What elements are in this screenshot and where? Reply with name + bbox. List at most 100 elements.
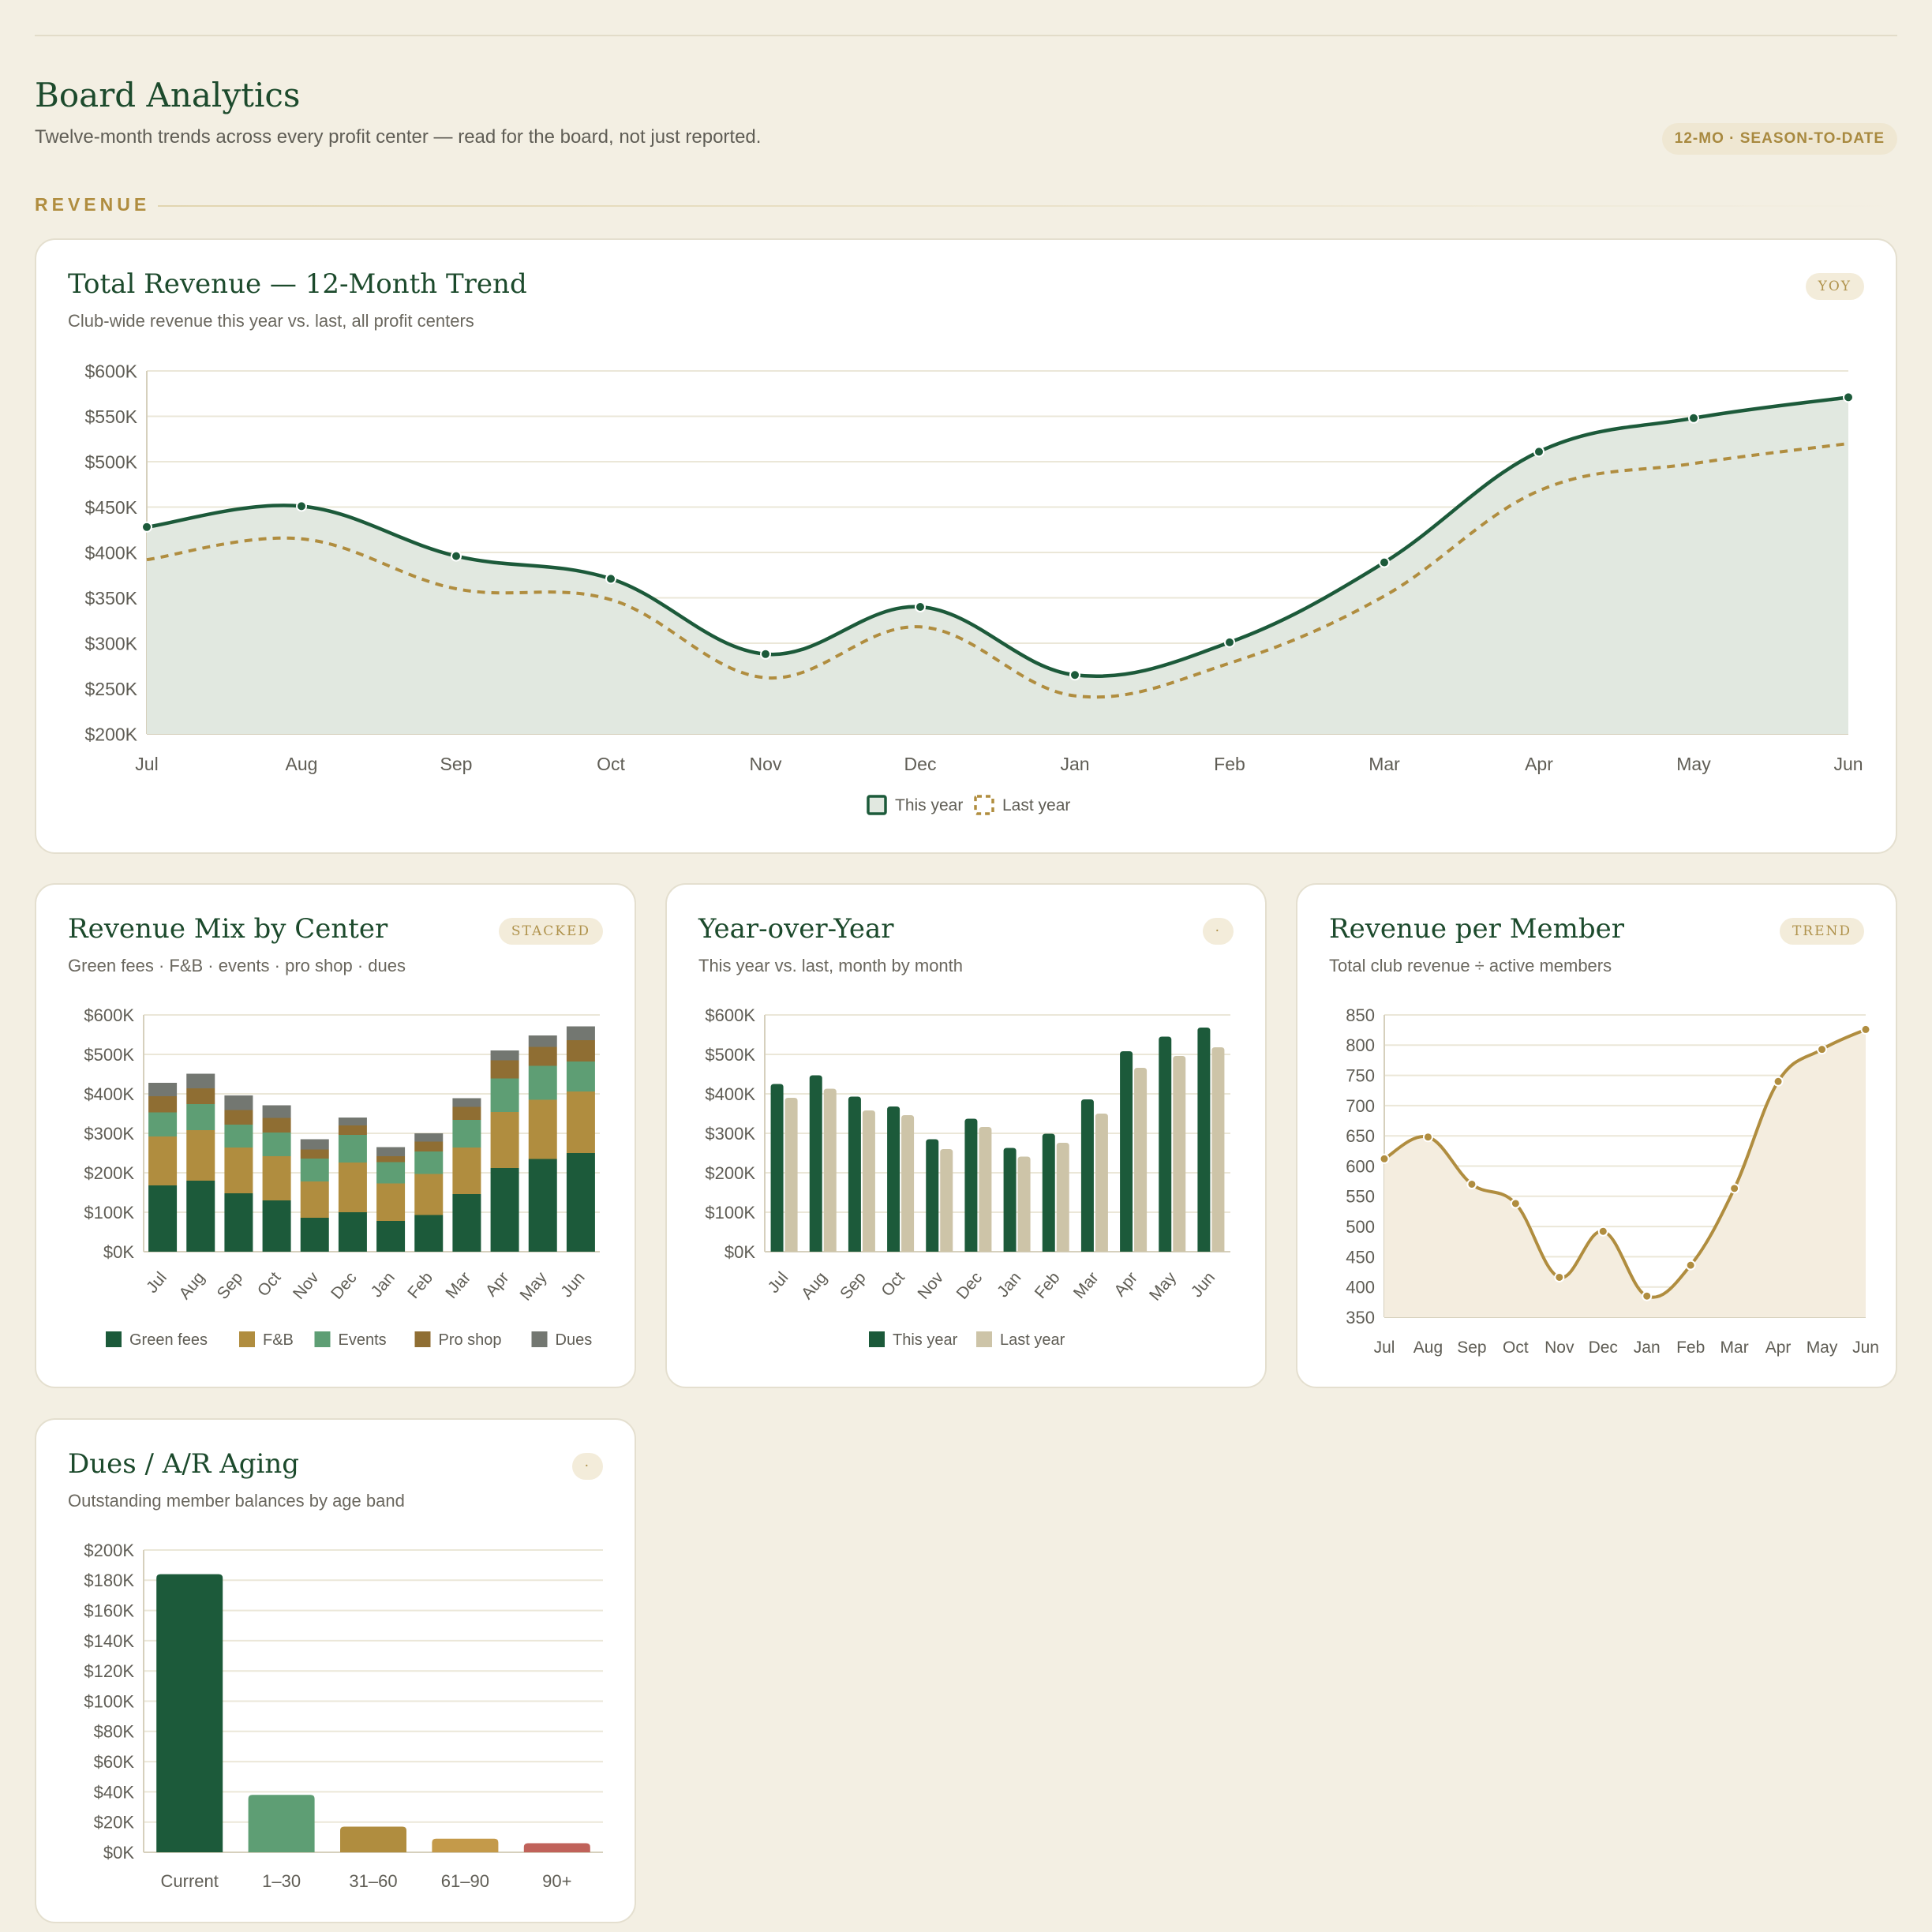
- bar-segment-events: [452, 1120, 481, 1148]
- card-subtitle: Club-wide revenue this year vs. last, al…: [68, 311, 474, 331]
- bar-segment-dues: [186, 1073, 215, 1088]
- this-year-point: [605, 573, 616, 585]
- legend-swatch: [869, 1331, 885, 1347]
- y-tick-label: $350K: [84, 588, 137, 608]
- card-subtitle: This year vs. last, month by month: [698, 956, 964, 975]
- this-year-point: [451, 550, 462, 562]
- x-tick-label: Feb: [1676, 1339, 1705, 1357]
- y-tick-label: $0K: [103, 1242, 134, 1262]
- bar-segment-green-fees: [376, 1221, 406, 1252]
- ar-bar: [248, 1795, 315, 1852]
- y-tick-label: $0K: [724, 1242, 755, 1262]
- bar-segment-events: [414, 1151, 444, 1174]
- x-tick-label: Aug: [798, 1268, 831, 1302]
- bar-segment-pro-shop: [566, 1040, 595, 1061]
- bar-segment-f-b: [566, 1091, 595, 1153]
- bar-segment-pro-shop: [148, 1096, 178, 1113]
- bar-segment-f-b: [528, 1099, 557, 1159]
- y-tick-label: $500K: [84, 451, 137, 472]
- bar-last-year: [901, 1115, 915, 1252]
- x-tick-label: Oct: [878, 1268, 908, 1300]
- bar-segment-events: [338, 1135, 367, 1163]
- y-tick-label: $300K: [84, 1124, 134, 1144]
- bar-this-year: [964, 1118, 978, 1252]
- card-badge[interactable]: ·: [571, 1453, 603, 1480]
- y-tick-label: $200K: [84, 1541, 134, 1560]
- y-tick-label: 600: [1346, 1156, 1375, 1176]
- card-badge[interactable]: YOY: [1805, 273, 1864, 300]
- bar-last-year: [1056, 1143, 1069, 1252]
- x-tick-label: May: [516, 1268, 550, 1305]
- this-year-line: [146, 395, 1849, 679]
- legend-label: Last year: [1000, 1331, 1065, 1349]
- bar-segment-events: [262, 1133, 291, 1156]
- card-subtitle: Outstanding member balances by age band: [68, 1491, 405, 1511]
- bar-segment-green-fees: [528, 1159, 557, 1252]
- x-tick-label: Dec: [1589, 1339, 1618, 1357]
- bar-segment-f-b: [262, 1156, 291, 1200]
- x-tick-label: Mar: [442, 1268, 474, 1301]
- x-tick-label: Current: [161, 1871, 219, 1891]
- bar-segment-dues: [338, 1118, 367, 1125]
- rpm-point: [1773, 1076, 1784, 1087]
- bar-segment-green-fees: [300, 1218, 329, 1252]
- rpm-point: [1642, 1290, 1653, 1301]
- x-tick-label: Nov: [914, 1268, 947, 1303]
- y-tick-label: $60K: [94, 1752, 135, 1772]
- bar-segment-events: [186, 1104, 215, 1130]
- bar-segment-f-b: [338, 1163, 367, 1212]
- y-tick-label: 550: [1346, 1187, 1375, 1207]
- y-tick-label: $160K: [84, 1601, 134, 1621]
- ar-bar: [156, 1574, 223, 1852]
- x-tick-label: Apr: [1765, 1339, 1792, 1357]
- legend-label: Green fees: [129, 1331, 208, 1349]
- bar-segment-f-b: [224, 1148, 253, 1193]
- this-year-area: [147, 397, 1848, 734]
- y-tick-label: 800: [1346, 1035, 1375, 1055]
- x-tick-label: 61–90: [441, 1871, 489, 1891]
- bar-segment-events: [376, 1162, 406, 1184]
- y-tick-label: $450K: [84, 497, 137, 518]
- x-tick-label: Nov: [750, 754, 782, 774]
- bar-this-year: [848, 1096, 861, 1252]
- y-tick-label: $80K: [94, 1722, 135, 1742]
- y-tick-label: $550K: [84, 406, 137, 427]
- bar-last-year: [979, 1127, 992, 1252]
- bar-segment-pro-shop: [528, 1046, 557, 1066]
- card-subtitle: Green fees · F&B · events · pro shop · d…: [68, 956, 406, 975]
- x-tick-label: Sep: [837, 1268, 870, 1302]
- y-tick-label: $600K: [84, 361, 137, 381]
- card-title: Revenue per Member: [1329, 913, 1625, 945]
- x-tick-label: 31–60: [349, 1871, 397, 1891]
- bar-this-year: [1042, 1133, 1055, 1252]
- rpm-area: [1384, 1029, 1866, 1317]
- card-badge[interactable]: ·: [1202, 918, 1234, 945]
- y-tick-label: $400K: [705, 1084, 755, 1104]
- bar-segment-green-fees: [338, 1212, 367, 1252]
- x-tick-label: Feb: [404, 1268, 436, 1302]
- y-tick-label: $600K: [84, 1005, 134, 1025]
- y-tick-label: $600K: [705, 1005, 755, 1025]
- x-tick-label: Feb: [1032, 1268, 1064, 1302]
- total-revenue-chart: $200K $250K $300K $350K $400K $450K $500K $550K…: [84, 361, 1863, 815]
- card-badge[interactable]: STACKED: [498, 918, 603, 945]
- ar-bar: [432, 1838, 499, 1852]
- y-tick-label: $180K: [84, 1571, 134, 1590]
- x-tick-label: Jul: [765, 1268, 792, 1296]
- bar-segment-green-fees: [566, 1153, 595, 1252]
- legend-swatch-last-year: [974, 795, 994, 815]
- this-year-point: [915, 601, 926, 612]
- x-tick-label: Mar: [1368, 754, 1400, 774]
- bar-segment-green-fees: [262, 1200, 291, 1252]
- bar-last-year: [862, 1110, 875, 1252]
- legend-swatch-this-year: [867, 795, 887, 815]
- x-tick-label: Jun: [1852, 1339, 1879, 1357]
- bar-segment-events: [148, 1112, 178, 1136]
- card-title: Revenue Mix by Center: [68, 913, 388, 945]
- legend-label: Pro shop: [439, 1331, 502, 1349]
- card-badge[interactable]: TREND: [1779, 918, 1864, 945]
- bar-segment-green-fees: [224, 1193, 253, 1252]
- bar-this-year: [1120, 1051, 1133, 1252]
- this-year-point: [1533, 446, 1544, 458]
- period-badge[interactable]: 12-MO · SEASON-TO-DATE: [1661, 123, 1897, 155]
